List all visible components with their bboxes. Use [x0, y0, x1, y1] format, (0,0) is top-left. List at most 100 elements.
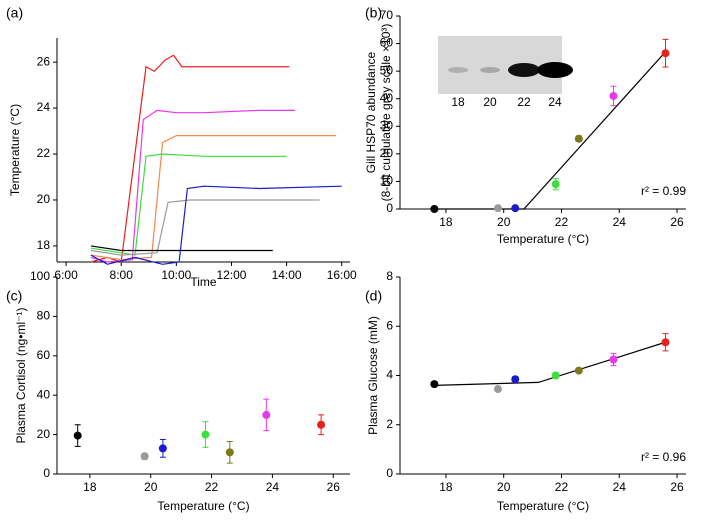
point — [511, 375, 520, 384]
y-tick-label: 70 — [380, 8, 394, 22]
y-tick-label: 40 — [380, 91, 394, 105]
y-tick-label: 30 — [380, 118, 394, 132]
r-squared: r² = 0.96 — [641, 450, 686, 464]
panel-label: (c) — [6, 288, 22, 304]
x-tick-label: 14:00 — [272, 268, 302, 282]
x-tick-label: 16:00 — [327, 268, 357, 282]
point — [201, 430, 210, 439]
y-axis-label: Temperature (°C) — [8, 104, 22, 196]
point — [262, 410, 271, 419]
y-tick-label: 60 — [37, 348, 51, 362]
temperature-line — [90, 153, 287, 256]
y-axis-label: Plasma Cortisol (ng•ml⁻¹) — [14, 308, 28, 444]
x-tick-label: 18 — [83, 480, 97, 494]
y-tick-label: 24 — [37, 100, 51, 114]
point — [317, 420, 326, 429]
y-tick-label: 20 — [380, 146, 394, 160]
y-axis-label: Gill HSP70 abundance — [364, 51, 378, 173]
point — [493, 385, 502, 394]
y-tick-label: 20 — [37, 192, 51, 206]
point — [225, 448, 234, 457]
temperature-line — [90, 135, 337, 261]
point — [574, 366, 583, 375]
point — [551, 180, 560, 189]
x-axis-label: Time — [190, 275, 217, 289]
y-tick-label: 18 — [37, 238, 51, 252]
x-tick-label: 10:00 — [161, 268, 191, 282]
x-tick-label: 6:00 — [54, 268, 78, 282]
inset-label: 22 — [517, 95, 531, 109]
panel-label: (a) — [6, 5, 23, 21]
inset-label: 24 — [548, 95, 562, 109]
y-axis-label: Plasma Glucose (mM) — [366, 316, 380, 435]
point — [661, 49, 670, 58]
y-tick-label: 10 — [380, 174, 394, 188]
y-tick-label: 0 — [386, 201, 393, 215]
temperature-line — [90, 109, 295, 263]
blot-band — [508, 63, 540, 77]
point — [511, 204, 520, 213]
x-tick-label: 24 — [266, 480, 280, 494]
x-tick-label: 8:00 — [110, 268, 134, 282]
y-tick-label: 0 — [386, 466, 393, 480]
y-tick-label: 4 — [386, 368, 393, 382]
y-tick-label: 100 — [30, 269, 50, 283]
y-tick-label: 80 — [37, 309, 51, 323]
temperature-line — [90, 199, 320, 256]
x-tick-label: 24 — [613, 215, 627, 229]
point — [430, 380, 439, 389]
x-tick-label: 22 — [555, 480, 569, 494]
y-tick-label: 26 — [37, 54, 51, 68]
x-tick-label: 18 — [439, 215, 453, 229]
y-tick-label: 40 — [37, 387, 51, 401]
x-tick-label: 22 — [555, 215, 569, 229]
x-tick-label: 26 — [327, 480, 341, 494]
y-tick-label: 2 — [386, 417, 393, 431]
point — [430, 205, 439, 213]
point — [661, 338, 670, 347]
x-tick-label: 26 — [670, 215, 684, 229]
y-tick-label: 22 — [37, 146, 51, 160]
temperature-line — [90, 54, 290, 263]
y-tick-label: 0 — [43, 466, 50, 480]
point — [158, 444, 167, 453]
x-tick-label: 26 — [670, 480, 684, 494]
x-tick-label: 18 — [439, 480, 453, 494]
blot-inset: 18 20 22 24 — [438, 36, 573, 109]
x-tick-label: 20 — [497, 215, 511, 229]
point — [73, 431, 82, 440]
blot-band — [537, 62, 573, 78]
x-tick-label: 12:00 — [216, 268, 246, 282]
y-tick-label: 20 — [37, 427, 51, 441]
point — [493, 204, 502, 213]
x-tick-label: 24 — [613, 480, 627, 494]
point — [551, 371, 560, 380]
inset-label: 18 — [451, 95, 465, 109]
r-squared: r² = 0.99 — [641, 184, 686, 198]
point — [609, 355, 618, 364]
panel-label: (d) — [365, 288, 382, 304]
fit-line — [434, 51, 666, 210]
y-tick-label: 50 — [380, 63, 394, 77]
point — [140, 452, 149, 461]
y-tick-label: 8 — [386, 269, 393, 283]
y-tick-label: 6 — [386, 318, 393, 332]
x-tick-label: 20 — [497, 480, 511, 494]
temperature-line — [90, 245, 273, 252]
panel-label: (b) — [365, 5, 382, 21]
inset-label: 20 — [483, 95, 497, 109]
x-tick-label: 22 — [205, 480, 219, 494]
blot-band — [448, 67, 468, 73]
fit-line — [434, 341, 666, 386]
point — [574, 134, 583, 143]
temperature-line — [90, 185, 342, 265]
x-axis-label: Temperature (°C) — [497, 232, 589, 246]
x-tick-label: 20 — [144, 480, 158, 494]
x-axis-label: Temperature (°C) — [157, 499, 249, 513]
y-tick-label: 60 — [380, 36, 394, 50]
x-axis-label: Temperature (°C) — [497, 499, 589, 513]
y-axis-label: (8-bit cumulative grey scale ×10³) — [379, 24, 393, 202]
blot-band — [480, 67, 500, 73]
point — [609, 91, 618, 100]
